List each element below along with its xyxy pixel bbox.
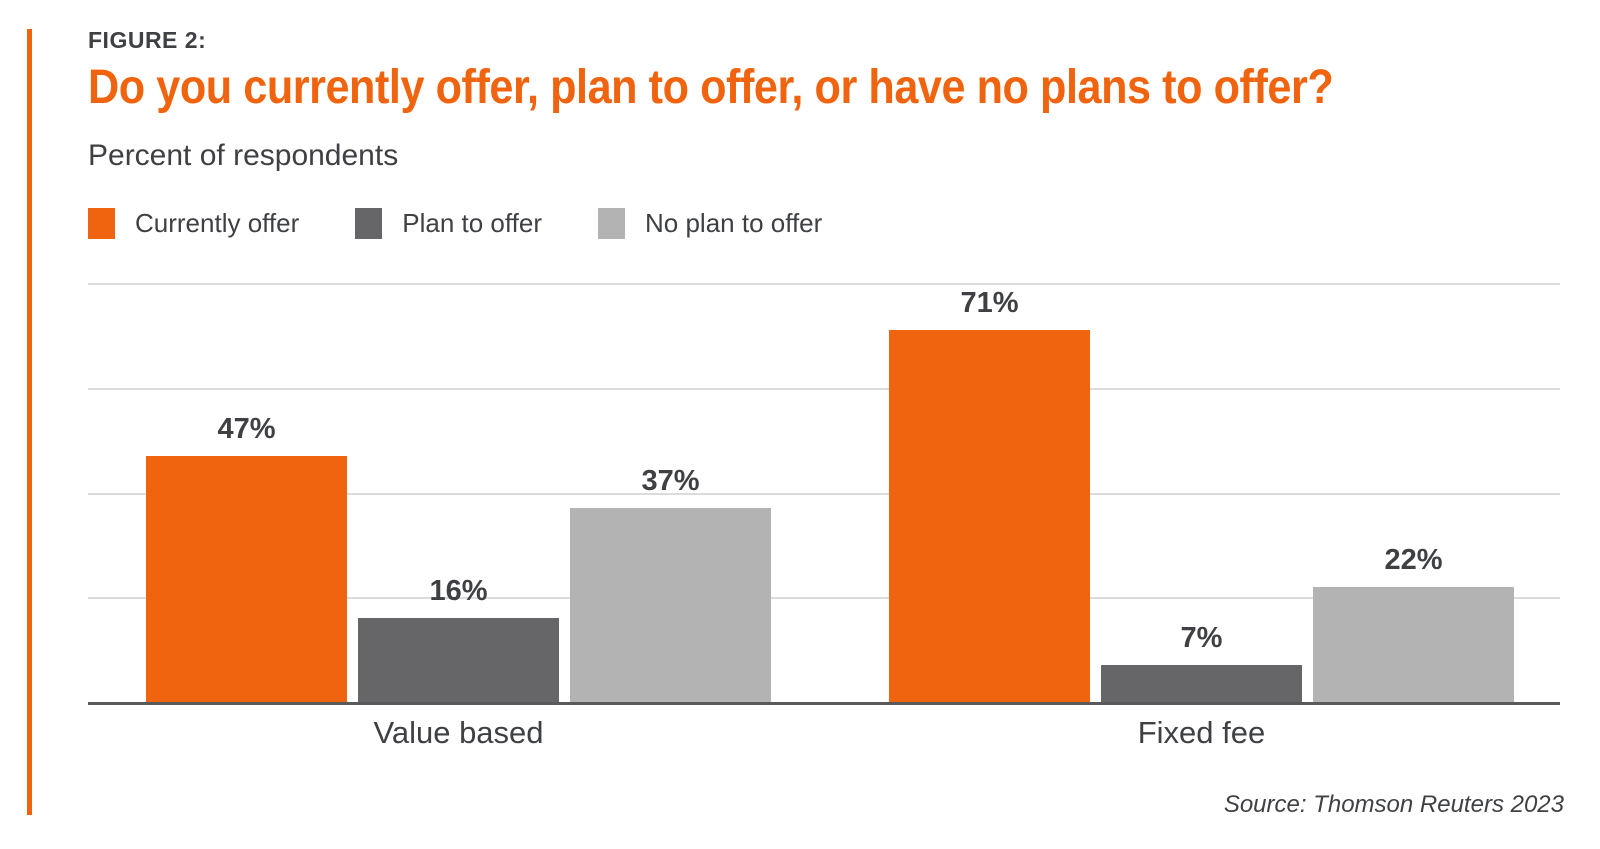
- gridline-40: [88, 492, 1560, 495]
- legend-swatch-currently-offer: [88, 208, 115, 239]
- legend-swatch-plan-to-offer: [355, 208, 383, 239]
- legend-label: No plan to offer: [645, 208, 823, 238]
- value-label-currently-offer-fixed-fee: 71%: [960, 287, 1019, 320]
- value-label-no-plan-to-offer-value-based: 37%: [641, 465, 700, 498]
- bar-plan-to-offer-value-based: [358, 618, 559, 702]
- legend-label: Plan to offer: [402, 208, 542, 238]
- bar-no-plan-to-offer-fixed-fee: [1313, 587, 1514, 702]
- plot-area: 47% 16% 37% Value based 71% 7% 22% Fixed fee: [88, 283, 1560, 750]
- source-note: Source: Thomson Reuters 2023: [1223, 791, 1564, 818]
- category-label-value-based: Value based: [373, 715, 544, 750]
- gridline-80: [88, 283, 1560, 285]
- legend-item-no-plan-to-offer: No plan to offer: [598, 208, 822, 239]
- value-label-plan-to-offer-fixed-fee: 7%: [1180, 622, 1223, 655]
- bar-plan-to-offer-fixed-fee: [1101, 665, 1302, 702]
- legend-item-plan-to-offer: Plan to offer: [355, 208, 542, 239]
- legend-label: Currently offer: [135, 208, 300, 238]
- figure-label: FIGURE 2:: [88, 27, 207, 53]
- bar-currently-offer-value-based: [146, 456, 347, 702]
- figure-title: Do you currently offer, plan to offer, o…: [88, 61, 1334, 114]
- value-label-no-plan-to-offer-fixed-fee: 22%: [1384, 544, 1443, 577]
- legend-swatch-no-plan-to-offer: [598, 208, 625, 239]
- gridline-60: [88, 387, 1560, 390]
- bar-currently-offer-fixed-fee: [889, 330, 1090, 702]
- category-label-fixed-fee: Fixed fee: [1137, 715, 1266, 750]
- accent-rule: [27, 29, 32, 815]
- gridline-20: [88, 597, 1560, 600]
- value-label-currently-offer-value-based: 47%: [217, 413, 276, 446]
- bar-no-plan-to-offer-value-based: [570, 508, 771, 702]
- value-label-plan-to-offer-value-based: 16%: [429, 575, 488, 608]
- legend-item-currently-offer: Currently offer: [88, 208, 299, 239]
- chart-legend: Currently offer Plan to offer No plan to o…: [88, 208, 822, 239]
- figure-subtitle: Percent of respondents: [88, 139, 399, 172]
